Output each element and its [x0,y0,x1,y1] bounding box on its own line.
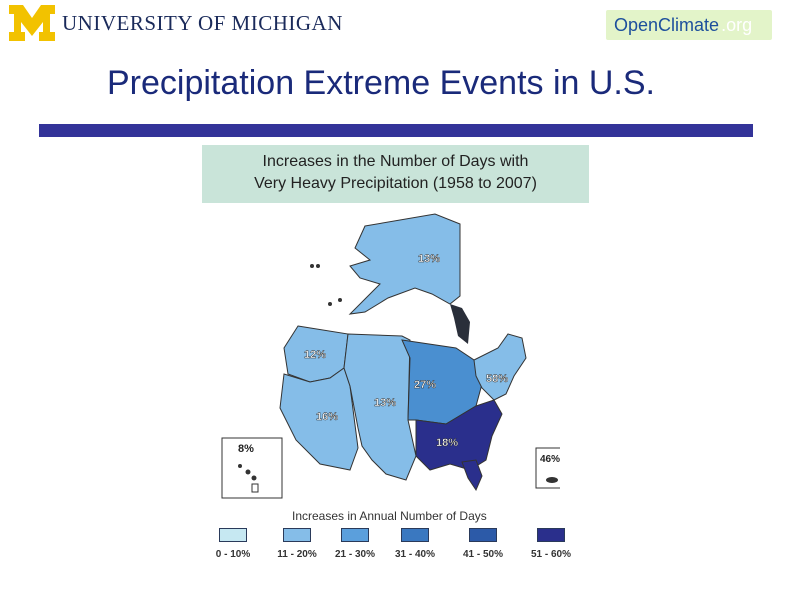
legend-label: 31 - 40% [394,549,436,560]
region-label-great-plains: 13% [374,397,396,409]
region-label-southwest: 16% [316,411,338,423]
region-southeast [415,399,503,471]
region-label-northwest: 12% [304,349,326,361]
block-m-icon [9,5,55,41]
legend-swatch [537,528,565,542]
aleutian-island [338,298,342,302]
map-heading-line2: Very Heavy Precipitation (1958 to 2007) [254,175,537,192]
openclimate-logo[interactable]: Open Climate .org [606,10,772,40]
legend-label: 41 - 50% [462,549,504,560]
region-label-hawaii: 8% [238,443,254,455]
us-precipitation-map: 13% 12% 16% 13% 27% 58% 18% 8% 46% [221,213,560,499]
legend-item: 0 - 10% [200,528,266,560]
region-label-midwest: 27% [414,379,436,391]
region-alaska [348,213,461,315]
region-southwest [279,367,359,471]
title-divider [39,124,753,137]
region-great-plains [343,333,417,481]
legend-label: 11 - 20% [277,549,317,560]
legend-swatch [341,528,369,542]
slide-title: Precipitation Extreme Events in U.S. [107,64,656,102]
hawaii-island [245,469,251,475]
legend-swatch [219,528,247,542]
puerto-rico-island [546,477,558,483]
hawaii-island [251,475,257,481]
aleutian-island [328,302,332,306]
logo-open-text: Open [614,14,659,35]
legend-item: 21 - 30% [322,528,388,560]
legend-title: Increases in Annual Number of Days [292,509,487,523]
legend-label: 51 - 60% [530,549,572,560]
florida-peninsula [461,459,483,492]
region-label-alaska: 13% [418,253,440,265]
region-label-puerto-rico: 46% [540,454,560,465]
region-label-northeast: 58% [486,373,508,385]
legend-item: 51 - 60% [518,528,584,560]
legend-swatch [469,528,497,542]
logo-org-text: .org [721,14,753,35]
aleutian-island [310,264,314,268]
logo-climate-text: Climate [658,14,720,35]
map-heading: Increases in the Number of Days with Ver… [202,145,589,203]
aleutian-island [316,264,320,268]
map-legend: 0 - 10% 11 - 20% 21 - 30% 31 - 40% 41 - … [200,528,600,564]
region-label-southeast: 18% [436,437,458,449]
legend-label: 21 - 30% [334,549,376,560]
map-heading-line1: Increases in the Number of Days with [262,153,529,170]
hawaii-island [238,464,242,468]
legend-swatch [401,528,429,542]
hawaii-big-island [251,483,259,493]
university-logo[interactable]: UNIVERSITY OF MICHIGAN [8,4,343,42]
alaska-panhandle [450,304,470,344]
legend-item: 11 - 20% [264,528,330,560]
university-name: UNIVERSITY OF MICHIGAN [62,10,343,35]
legend-item: 41 - 50% [450,528,516,560]
legend-item: 31 - 40% [382,528,448,560]
legend-label: 0 - 10% [215,549,251,560]
legend-swatch [283,528,311,542]
region-northeast [473,333,527,401]
